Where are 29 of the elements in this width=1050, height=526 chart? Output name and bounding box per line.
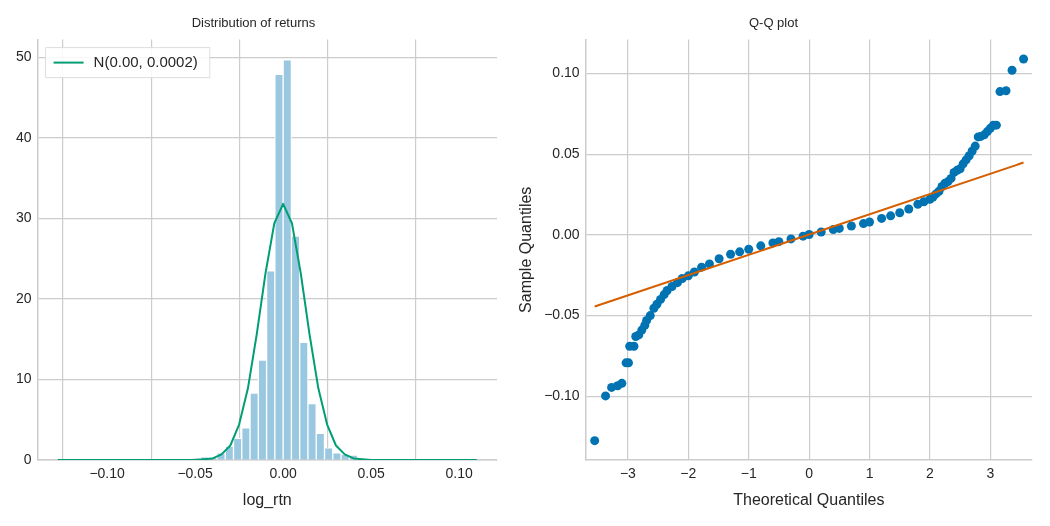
x-tick-label: 0.10	[445, 465, 473, 482]
x-tick-label: −0.05	[177, 465, 214, 482]
y-tick-label: −0.05	[544, 306, 580, 323]
x-tick-label: 1	[865, 465, 874, 482]
y-tick-label: 50	[15, 48, 32, 65]
x-tick-label: 0	[805, 465, 814, 482]
y-tick-label: 40	[15, 128, 32, 145]
x-tick-label: −1	[740, 465, 757, 482]
y-tick-label: 0	[23, 450, 32, 467]
y-tick-label: 0.05	[552, 145, 580, 162]
chart-title: Q-Q plot	[748, 15, 799, 31]
x-tick-label: −2	[680, 465, 697, 482]
x-tick-label: −3	[619, 465, 637, 482]
x-tick-label: 2	[926, 465, 935, 482]
y-tick-label: 0.00	[552, 225, 580, 242]
y-tick-label: 30	[15, 209, 32, 226]
x-tick-label: 0.00	[269, 465, 297, 482]
x-axis-title: log_rtn	[242, 490, 292, 509]
legend-label: N(0.00, 0.0002)	[93, 52, 198, 70]
x-tick-label: −0.10	[89, 465, 126, 482]
chart-title: Distribution of returns	[191, 15, 316, 31]
y-tick-label: 20	[15, 289, 32, 306]
x-tick-label: 3	[986, 465, 995, 482]
y-tick-label: 10	[15, 370, 32, 387]
x-axis-title: Theoretical Quantiles	[733, 490, 885, 508]
x-tick-label: 0.05	[357, 465, 385, 482]
y-tick-label: 0.10	[552, 64, 580, 81]
y-axis-title: Sample Quantiles	[517, 186, 535, 313]
y-tick-label: −0.10	[544, 387, 580, 404]
